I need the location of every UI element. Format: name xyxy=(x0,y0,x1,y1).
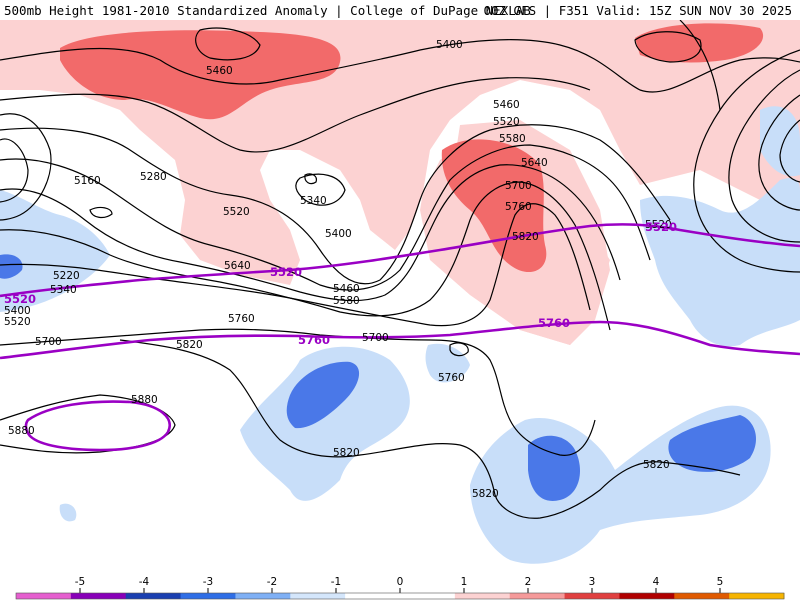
colorbar: -5 -4 -3 -2 -1 0 1 2 3 4 5 xyxy=(0,576,800,600)
colorbar-segment xyxy=(16,593,72,599)
contour-label: 5520 xyxy=(4,316,31,328)
contour-label: 5220 xyxy=(53,270,80,282)
title-bar: 500mb Height 1981-2010 Standardized Anom… xyxy=(0,0,800,20)
contour-label: 5640 xyxy=(521,157,548,169)
contour-label: 5520 xyxy=(645,219,672,231)
contour-label: 5760 xyxy=(438,372,465,384)
colorbar-label: 3 xyxy=(589,576,596,588)
contour-label: 5520 xyxy=(493,116,520,128)
contour-label: 5880 xyxy=(131,394,158,406)
contour-label: 5700 xyxy=(505,180,532,192)
contour-label: 5280 xyxy=(140,171,167,183)
colorbar-segment xyxy=(454,593,511,599)
climo-label: 5760 xyxy=(298,333,330,347)
contour-label: 5400 xyxy=(325,228,352,240)
colorbar-segment xyxy=(70,593,127,599)
map-svg: 5460 5400 5460 5520 5580 5640 5700 5760 … xyxy=(0,20,800,576)
colorbar-segment xyxy=(729,593,785,599)
contour-label: 5700 xyxy=(35,336,62,348)
height-contours xyxy=(0,20,800,519)
climatology-contours xyxy=(0,223,800,452)
contour-label: 5820 xyxy=(472,488,499,500)
colorbar-label: 5 xyxy=(717,576,724,588)
colorbar-segment xyxy=(345,593,401,599)
colorbar-segment xyxy=(235,593,291,599)
contour-label: 5580 xyxy=(499,133,526,145)
colorbar-svg: -5 -4 -3 -2 -1 0 1 2 3 4 5 xyxy=(15,576,785,600)
climo-label: 5520 xyxy=(645,220,677,234)
anomaly-map: 5460 5400 5460 5520 5580 5640 5700 5760 … xyxy=(0,20,800,576)
contour-label: 5700 xyxy=(362,332,389,344)
contour-label: 5340 xyxy=(300,195,327,207)
contour-label: 5460 xyxy=(333,283,360,295)
colorbar-segment xyxy=(180,593,236,599)
strong-negative-anomaly xyxy=(0,254,757,501)
contour-label: 5160 xyxy=(74,175,101,187)
colorbar-label: -4 xyxy=(139,576,150,588)
contour-label: 5820 xyxy=(333,447,360,459)
colorbar-label: -3 xyxy=(203,576,213,588)
contour-labels: 5460 5400 5460 5520 5580 5640 5700 5760 … xyxy=(4,39,672,500)
map-title: 500mb Height 1981-2010 Standardized Anom… xyxy=(4,3,531,18)
colorbar-labels: -5 -4 -3 -2 -1 0 1 2 3 4 5 xyxy=(75,576,724,588)
colorbar-segment xyxy=(509,593,566,599)
contour-label: 5760 xyxy=(228,313,255,325)
contour-label: 5460 xyxy=(206,65,233,77)
colorbar-label: -5 xyxy=(75,576,85,588)
contour-label: 5520 xyxy=(223,206,250,218)
contour-label: 5760 xyxy=(505,201,532,213)
contour-label: 5820 xyxy=(643,459,670,471)
contour-label: 5580 xyxy=(333,295,360,307)
strong-positive-anomaly xyxy=(60,23,764,273)
colorbar-segment xyxy=(125,593,182,599)
contour-label: 5640 xyxy=(224,260,251,272)
colorbar-label: 0 xyxy=(397,576,404,588)
colorbar-segment xyxy=(564,593,620,599)
contour-label: 5820 xyxy=(176,339,203,351)
colorbar-label: 2 xyxy=(525,576,532,588)
colorbar-label: -2 xyxy=(267,576,277,588)
contour-label: 5400 xyxy=(4,305,31,317)
colorbar-segment xyxy=(290,593,346,599)
contour-label: 5340 xyxy=(50,284,77,296)
contour-label: 5400 xyxy=(436,39,463,51)
colorbar-segment xyxy=(400,593,456,599)
contour-label: 5460 xyxy=(493,99,520,111)
colorbar-frame xyxy=(15,592,785,600)
climo-label: 5520 xyxy=(270,265,302,279)
colorbar-segment xyxy=(674,593,730,599)
colorbar-label: -1 xyxy=(331,576,341,588)
colorbar-segment xyxy=(619,593,675,599)
colorbar-segments xyxy=(15,592,785,600)
model-run-info: 00Z GFS | F351 Valid: 15Z SUN NOV 30 202… xyxy=(483,3,792,18)
colorbar-label: 1 xyxy=(461,576,468,588)
climo-label: 5760 xyxy=(538,316,570,330)
colorbar-label: 4 xyxy=(653,576,660,588)
colorbar-ticks xyxy=(79,588,721,593)
contour-label: 5880 xyxy=(8,425,35,437)
contour-label: 5820 xyxy=(512,231,539,243)
climatology-labels: 5520 5520 5520 5760 5760 xyxy=(4,220,677,347)
climo-label: 5520 xyxy=(4,292,36,306)
